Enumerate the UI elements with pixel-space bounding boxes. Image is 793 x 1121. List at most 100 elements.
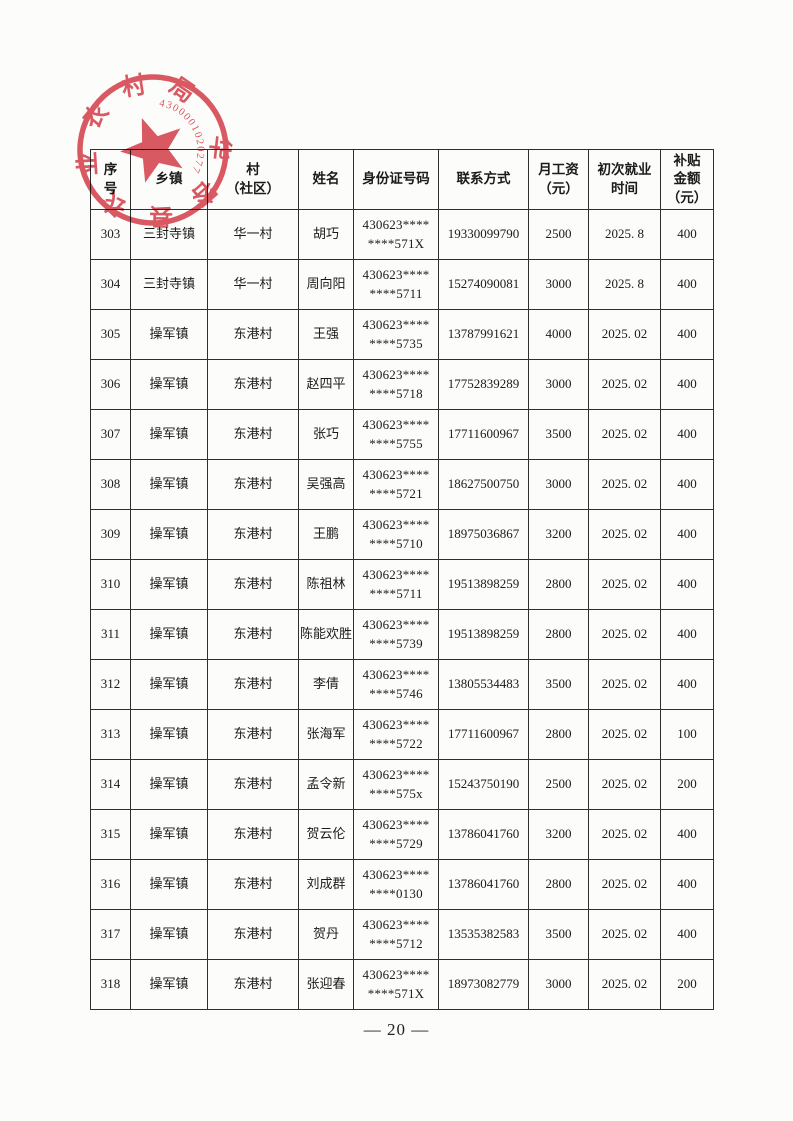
- table-cell-id: 430623**** ****5710: [353, 509, 439, 560]
- table-cell-subsidy: 400: [660, 909, 714, 960]
- table-cell-id: 430623**** ****5739: [353, 609, 439, 660]
- table-cell-name: 张迎春: [298, 959, 354, 1010]
- table-cell-no: 311: [90, 609, 131, 660]
- table-cell-id: 430623**** ****5755: [353, 409, 439, 460]
- table-cell-id: 430623**** ****5711: [353, 259, 439, 310]
- table-row: 318 操军镇 东港村 张迎春 430623**** ****571X 189730827…: [90, 959, 714, 1010]
- column-header-subsidy: 补贴 金额 （元）: [660, 149, 714, 210]
- table-cell-id: 430623**** ****0130: [353, 859, 439, 910]
- table-cell-name: 李倩: [298, 659, 354, 710]
- table-cell-phone: 19330099790: [438, 209, 529, 260]
- table-cell-no: 305: [90, 309, 131, 360]
- table-cell-village: 东港村: [207, 509, 299, 560]
- table-cell-village: 东港村: [207, 909, 299, 960]
- table-cell-phone: 13786041760: [438, 809, 529, 860]
- column-header-name: 姓名: [298, 149, 354, 210]
- table-cell-no: 309: [90, 509, 131, 560]
- table-cell-phone: 19513898259: [438, 609, 529, 660]
- table-cell-date: 2025. 02: [588, 759, 661, 810]
- table-cell-phone: 17752839289: [438, 359, 529, 410]
- table-cell-name: 赵四平: [298, 359, 354, 410]
- column-header-village: 村 （社区）: [207, 149, 299, 210]
- table-cell-name: 周向阳: [298, 259, 354, 310]
- table-cell-name: 刘成群: [298, 859, 354, 910]
- table-cell-village: 东港村: [207, 359, 299, 410]
- table-cell-phone: 13805534483: [438, 659, 529, 710]
- table-cell-township: 操军镇: [130, 459, 208, 510]
- table-cell-village: 东港村: [207, 709, 299, 760]
- table-row: 309 操军镇 东港村 王鹏 430623**** ****5710 1897503686…: [90, 509, 714, 560]
- table-cell-subsidy: 400: [660, 209, 714, 260]
- table-cell-date: 2025. 02: [588, 359, 661, 410]
- table-cell-phone: 15274090081: [438, 259, 529, 310]
- table-cell-subsidy: 400: [660, 309, 714, 360]
- table-cell-date: 2025. 02: [588, 509, 661, 560]
- table-row: 306 操军镇 东港村 赵四平 430623**** ****5718 177528392…: [90, 359, 714, 410]
- table-cell-name: 张巧: [298, 409, 354, 460]
- table-cell-id: 430623**** ****5729: [353, 809, 439, 860]
- table-cell-date: 2025. 02: [588, 659, 661, 710]
- table-cell-phone: 17711600967: [438, 409, 529, 460]
- table-cell-name: 吴强高: [298, 459, 354, 510]
- table-cell-no: 308: [90, 459, 131, 510]
- table-cell-name: 胡巧: [298, 209, 354, 260]
- table-cell-subsidy: 400: [660, 609, 714, 660]
- table-cell-subsidy: 200: [660, 759, 714, 810]
- table-cell-phone: 18627500750: [438, 459, 529, 510]
- table-cell-id: 430623**** ****5712: [353, 909, 439, 960]
- table-cell-name: 贺云伦: [298, 809, 354, 860]
- table-cell-name: 陈能欢胜: [298, 609, 354, 660]
- table-cell-subsidy: 200: [660, 959, 714, 1010]
- table-cell-date: 2025. 02: [588, 309, 661, 360]
- table-cell-township: 操军镇: [130, 559, 208, 610]
- table-cell-name: 王强: [298, 309, 354, 360]
- table-cell-salary: 2800: [528, 559, 589, 610]
- table-cell-township: 操军镇: [130, 359, 208, 410]
- table-cell-name: 王鹏: [298, 509, 354, 560]
- table-header-row: 序 号乡镇村 （社区） 姓名 身份证号码 联系方式 月工资 （元） 初次就业 时间 补贴 金…: [90, 149, 714, 210]
- table-cell-id: 430623**** ****5722: [353, 709, 439, 760]
- table-cell-phone: 19513898259: [438, 559, 529, 610]
- table-cell-no: 317: [90, 909, 131, 960]
- table-cell-township: 操军镇: [130, 709, 208, 760]
- table-cell-village: 东港村: [207, 459, 299, 510]
- table-cell-subsidy: 100: [660, 709, 714, 760]
- table-cell-id: 430623**** ****575x: [353, 759, 439, 810]
- table-cell-date: 2025. 02: [588, 809, 661, 860]
- table-row: 311 操军镇 东港村 陈能欢胜 430623**** ****5739 19513898…: [90, 609, 714, 660]
- table-cell-id: 430623**** ****5735: [353, 309, 439, 360]
- table-row: 312 操军镇 东港村 李倩 430623**** ****5746 1380553448…: [90, 659, 714, 710]
- table-row: 304 三封寺镇 华一村 周向阳 430623**** ****5711 15274090…: [90, 259, 714, 310]
- table-cell-date: 2025. 02: [588, 859, 661, 910]
- column-header-date: 初次就业 时间: [588, 149, 661, 210]
- table-cell-no: 310: [90, 559, 131, 610]
- table-row: 316 操军镇 东港村 刘成群 430623**** ****0130 137860417…: [90, 859, 714, 910]
- table-cell-id: 430623**** ****5721: [353, 459, 439, 510]
- table-cell-name: 陈祖林: [298, 559, 354, 610]
- table-cell-no: 316: [90, 859, 131, 910]
- table-cell-subsidy: 400: [660, 659, 714, 710]
- table-cell-no: 303: [90, 209, 131, 260]
- table-cell-date: 2025. 02: [588, 609, 661, 660]
- table-cell-village: 东港村: [207, 409, 299, 460]
- table-cell-no: 314: [90, 759, 131, 810]
- table-cell-subsidy: 400: [660, 859, 714, 910]
- table-cell-salary: 3000: [528, 959, 589, 1010]
- table-cell-village: 东港村: [207, 609, 299, 660]
- table-cell-name: 张海军: [298, 709, 354, 760]
- table-cell-date: 2025. 8: [588, 259, 661, 310]
- table-cell-village: 东港村: [207, 559, 299, 610]
- table-cell-village: 华一村: [207, 209, 299, 260]
- table-row: 303 三封寺镇 华一村 胡巧 430623**** ****571X 193300997…: [90, 209, 714, 260]
- table-cell-village: 东港村: [207, 309, 299, 360]
- table-row: 317 操军镇 东港村 贺丹 430623**** ****5712 1353538258…: [90, 909, 714, 960]
- table-cell-date: 2025. 02: [588, 909, 661, 960]
- table-cell-salary: 3000: [528, 459, 589, 510]
- column-header-phone: 联系方式: [438, 149, 529, 210]
- table-cell-salary: 2800: [528, 709, 589, 760]
- table-cell-no: 306: [90, 359, 131, 410]
- table-cell-date: 2025. 8: [588, 209, 661, 260]
- table-row: 315 操军镇 东港村 贺云伦 430623**** ****5729 137860417…: [90, 809, 714, 860]
- page-number: — 20 —: [363, 1020, 430, 1039]
- table-cell-phone: 13786041760: [438, 859, 529, 910]
